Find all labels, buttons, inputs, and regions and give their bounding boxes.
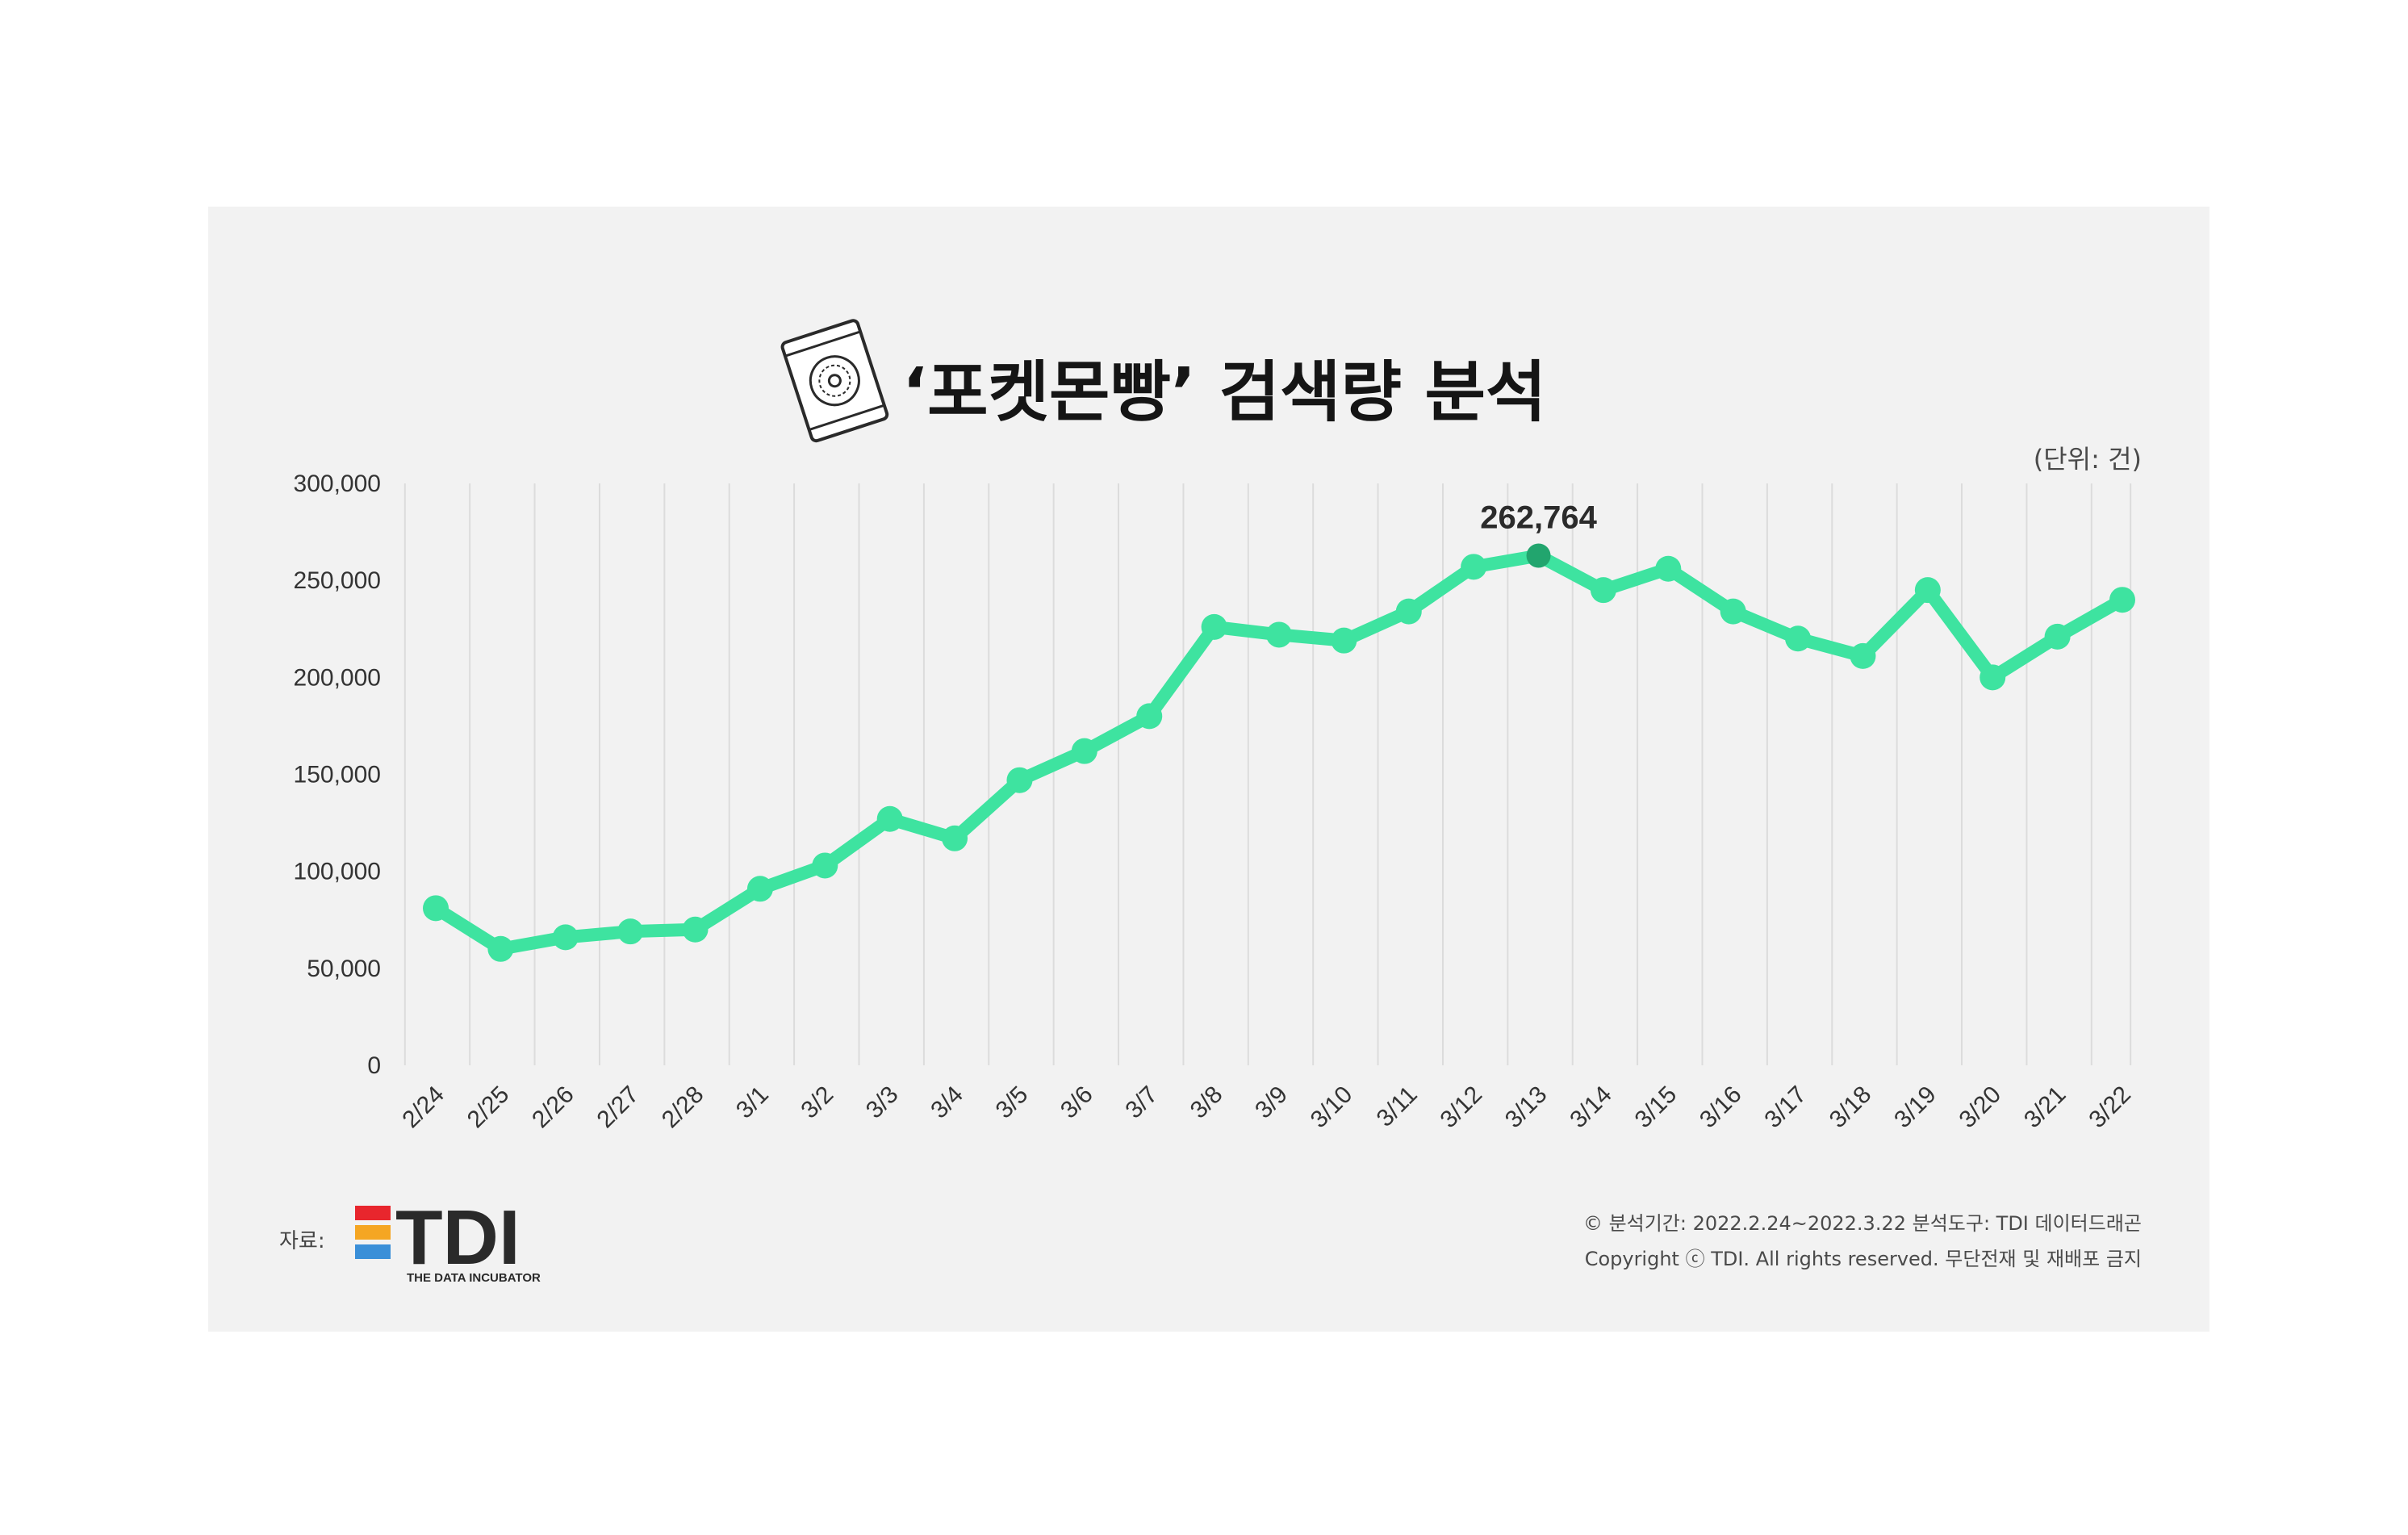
y-tick-label: 0 — [367, 1052, 381, 1079]
x-tick-label: 3/20 — [1954, 1081, 2007, 1134]
x-tick-label: 3/19 — [1889, 1081, 1942, 1134]
x-tick-label: 3/13 — [1500, 1081, 1553, 1134]
data-point — [942, 825, 968, 851]
x-tick-label: 2/27 — [592, 1081, 644, 1134]
peak-value-label: 262,764 — [1480, 500, 1597, 535]
y-tick-label: 50,000 — [307, 956, 381, 982]
data-point — [682, 916, 709, 943]
series-line — [429, 549, 2129, 956]
data-point — [1006, 767, 1033, 793]
analysis-period-text: © 분석기간: 2022.2.24~2022.3.22 분석도구: TDI 데이… — [1583, 1212, 2142, 1235]
x-tick-label: 3/17 — [1759, 1081, 1812, 1134]
x-tick-label: 3/14 — [1565, 1081, 1617, 1134]
x-tick-label: 3/2 — [796, 1081, 838, 1124]
x-tick-label: 3/5 — [991, 1081, 1034, 1124]
data-point — [876, 805, 903, 832]
logo-bar-red — [355, 1206, 391, 1220]
tdi-logo: TDI THE DATA INCUBATOR — [355, 1194, 541, 1285]
y-axis: 0 50,000 100,000 150,000 200,000 250,000 300,0… — [294, 471, 381, 1079]
data-point — [746, 876, 773, 902]
logo-subtitle: THE DATA INCUBATOR — [407, 1271, 541, 1285]
x-tick-label: 2/26 — [527, 1081, 579, 1134]
data-point — [1201, 613, 1227, 640]
x-tick-label: 2/28 — [657, 1081, 709, 1134]
series — [423, 543, 2135, 962]
data-point — [1590, 577, 1616, 604]
y-tick-label: 200,000 — [294, 664, 381, 691]
data-point — [812, 852, 838, 879]
data-point — [1979, 664, 2006, 691]
data-point — [1136, 703, 1163, 730]
chart-card: ‘포켓몬빵’ 검색량 분석 (단위: 건) 0 50,000 100,000 150,… — [208, 207, 2209, 1332]
x-tick-label: 2/24 — [397, 1081, 449, 1134]
data-point — [1914, 577, 1941, 604]
data-point — [2109, 587, 2135, 613]
y-tick-label: 100,000 — [294, 859, 381, 885]
chart-title: ‘포켓몬빵’ 검색량 분석 — [902, 354, 1546, 431]
copyright-text: Copyright ⓒ TDI. All rights reserved. 무단… — [1585, 1248, 2142, 1270]
x-tick-label: 3/16 — [1695, 1081, 1747, 1134]
y-tick-label: 250,000 — [294, 567, 381, 594]
logo-bar-blue — [355, 1244, 391, 1259]
peak-point — [1526, 543, 1551, 568]
pokemon-bread-bag-icon — [780, 319, 889, 443]
x-tick-label: 3/9 — [1250, 1081, 1293, 1124]
x-tick-label: 3/12 — [1435, 1081, 1487, 1134]
x-tick-label: 3/6 — [1056, 1081, 1098, 1124]
x-tick-label: 2/25 — [462, 1081, 515, 1134]
x-tick-label: 3/21 — [2019, 1081, 2071, 1134]
data-point — [1785, 625, 1812, 652]
x-tick-label: 3/7 — [1120, 1081, 1163, 1124]
grid — [403, 483, 2132, 1065]
y-tick-label: 300,000 — [294, 471, 381, 497]
data-point — [1395, 598, 1422, 625]
x-tick-label: 3/22 — [2084, 1081, 2136, 1134]
y-tick-label: 150,000 — [294, 762, 381, 788]
data-point — [1655, 555, 1682, 582]
x-tick-label: 3/1 — [731, 1081, 774, 1124]
logo-bar-orange — [355, 1225, 391, 1240]
x-tick-label: 3/10 — [1306, 1081, 1358, 1134]
x-tick-label: 3/18 — [1825, 1081, 1877, 1134]
annotations: 262,764 — [1480, 500, 1597, 535]
data-point — [1071, 738, 1097, 764]
data-point — [1850, 642, 1876, 669]
data-point — [1461, 554, 1487, 580]
x-tick-label: 3/15 — [1630, 1081, 1683, 1134]
data-point — [617, 918, 644, 945]
data-point — [1720, 598, 1746, 625]
x-tick-label: 3/8 — [1185, 1081, 1228, 1124]
x-tick-label: 3/3 — [861, 1081, 904, 1124]
line-chart: ‘포켓몬빵’ 검색량 분석 (단위: 건) 0 50,000 100,000 150,… — [279, 319, 2142, 1285]
source-label: 자료: — [279, 1229, 325, 1253]
data-point — [423, 895, 449, 922]
data-point — [1266, 621, 1292, 648]
data-point — [552, 924, 579, 951]
x-tick-label: 3/11 — [1372, 1081, 1423, 1132]
data-point — [2044, 623, 2071, 650]
data-point — [1331, 627, 1357, 654]
x-axis: 2/24 2/25 2/26 2/27 2/28 3/1 3/2 3/3 3/4 3/5 3/6 3/… — [397, 1081, 2136, 1134]
data-point — [487, 935, 514, 962]
x-tick-label: 3/4 — [926, 1081, 968, 1124]
unit-label: (단위: 건) — [2034, 444, 2142, 475]
logo-text: TDI — [395, 1194, 520, 1281]
